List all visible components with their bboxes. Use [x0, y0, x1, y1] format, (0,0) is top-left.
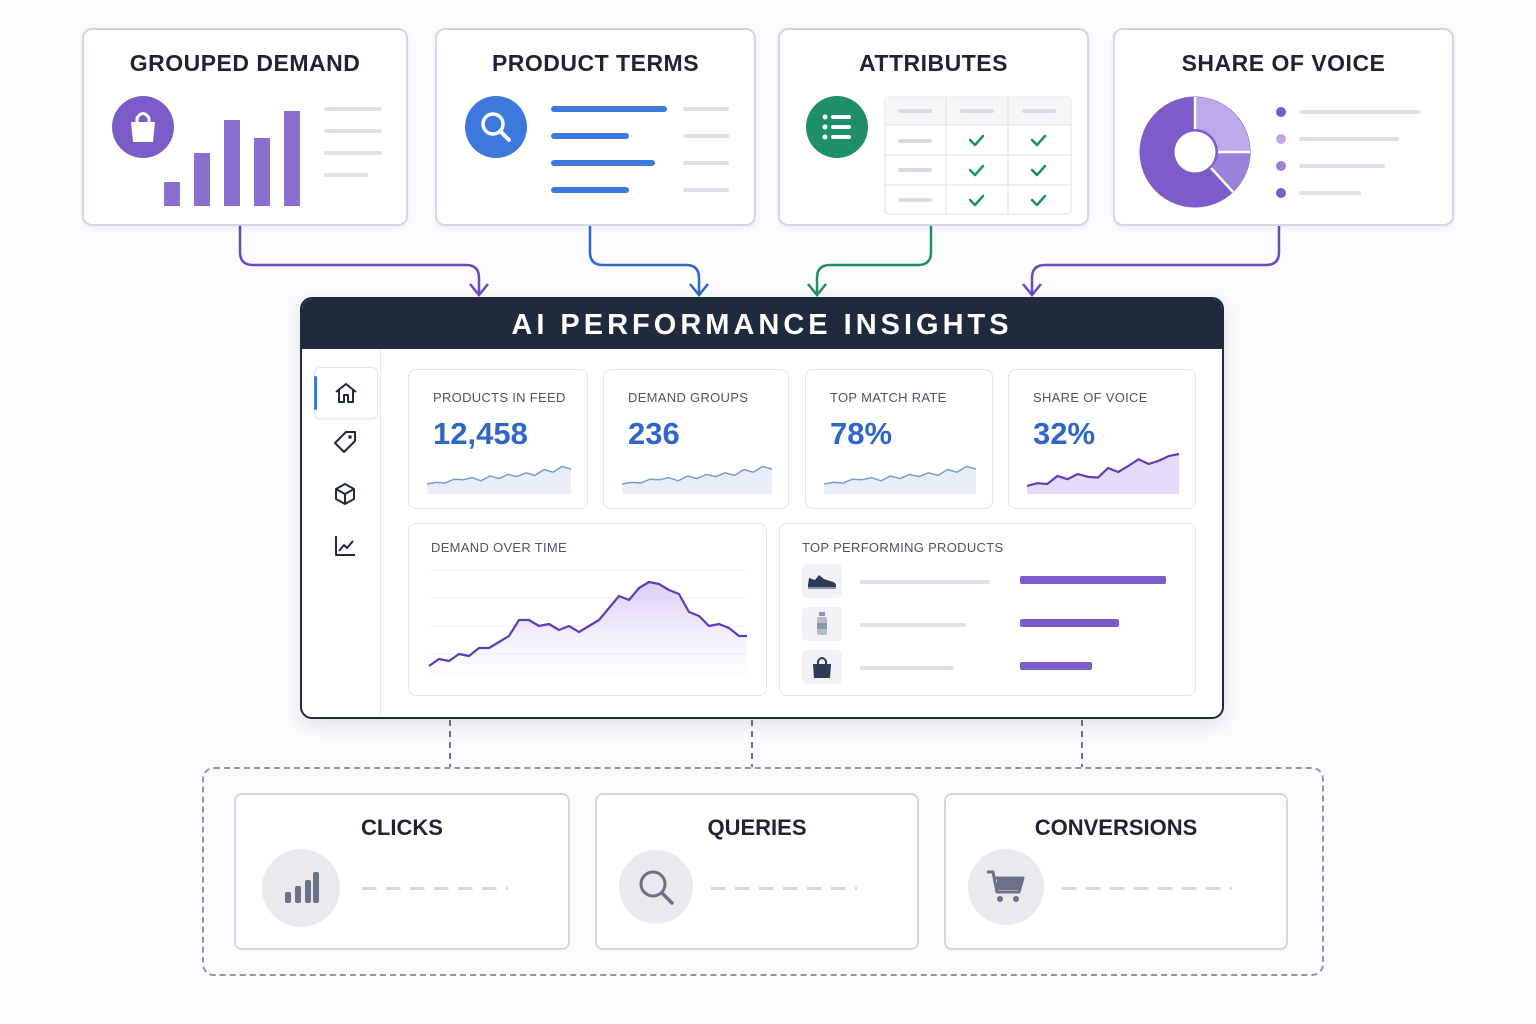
outputs-group: [202, 767, 1324, 976]
product-row-thumb: [802, 564, 842, 598]
donut-chart-icon: [1139, 96, 1251, 208]
kpi-sparkline: [1027, 452, 1179, 494]
card-title: SHARE OF VOICE: [1181, 50, 1386, 76]
grouped-demand-bars: [164, 111, 300, 206]
connector-grouped-demand: [238, 226, 481, 294]
card-title: PRODUCT TERMS: [491, 50, 700, 76]
demand-bar: [284, 111, 300, 206]
kpi-label: PRODUCTS IN FEED: [433, 390, 566, 405]
bar-chart-icon: [262, 849, 340, 927]
kpi-sparkline: [427, 465, 571, 494]
kpi-sparkline: [824, 465, 976, 494]
connector-share-of-voice: [1030, 226, 1281, 294]
nav-tags[interactable]: [314, 417, 376, 467]
clicks-title: CLICKS: [361, 815, 443, 840]
home-icon: [335, 383, 357, 403]
attributes-card: ATTRIBUTES: [778, 28, 1089, 226]
list-icon: [806, 96, 868, 158]
product-bar-track: [1020, 662, 1166, 672]
tag-icon: [334, 431, 356, 453]
top-products-label: TOP PERFORMING PRODUCTS: [802, 540, 1004, 555]
clicks-card: CLICKS: [234, 793, 570, 950]
kpi-card: PRODUCTS IN FEED 12,458: [408, 369, 588, 509]
product-row-thumb: [802, 607, 842, 641]
product-bar-track: [1020, 619, 1166, 629]
conversions-card: CONVERSIONS: [944, 793, 1288, 950]
bag-icon: [813, 657, 831, 678]
panel-title: AI PERFORMANCE INSIGHTS: [511, 309, 1013, 341]
nav-analytics[interactable]: [314, 521, 376, 571]
kpi-card: DEMAND GROUPS 236: [603, 369, 789, 509]
kpi-value: 236: [628, 416, 680, 451]
kpi-label: DEMAND GROUPS: [628, 390, 749, 405]
connector-product-terms: [588, 226, 701, 294]
card-title: GROUPED DEMAND: [129, 50, 361, 76]
share-of-voice-card: SHARE OF VOICE: [1113, 28, 1454, 226]
demand-bar: [164, 182, 180, 206]
grouped-demand-card: GROUPED DEMAND: [82, 28, 408, 226]
sneaker-icon: [808, 575, 836, 589]
demand-bar: [254, 138, 270, 206]
kpi-label: TOP MATCH RATE: [830, 390, 947, 405]
cart-icon: [968, 849, 1044, 925]
kpi-value: 12,458: [433, 416, 528, 451]
search-icon: [619, 850, 693, 924]
demand-bar: [194, 153, 210, 206]
demand-over-time-card: DEMAND OVER TIME: [408, 523, 767, 696]
product-bar-track: [1020, 576, 1166, 586]
shopping-bag-icon: [112, 96, 174, 158]
product-terms-card: PRODUCT TERMS: [435, 28, 756, 226]
product-performance-bar: [1020, 576, 1166, 584]
queries-title: QUERIES: [707, 815, 807, 840]
kpi-card: TOP MATCH RATE 78%: [805, 369, 993, 509]
kpi-value: 32%: [1033, 416, 1096, 451]
nav-products[interactable]: [314, 469, 376, 519]
line-chart-icon: [335, 536, 355, 556]
product-performance-bar: [1020, 662, 1092, 670]
product-performance-bar: [1020, 619, 1120, 627]
conversions-title: CONVERSIONS: [1034, 815, 1198, 840]
kpi-card: SHARE OF VOICE 32%: [1008, 369, 1196, 509]
kpi-label: SHARE OF VOICE: [1033, 390, 1148, 405]
demand-over-time-label: DEMAND OVER TIME: [431, 540, 568, 555]
box-icon: [335, 483, 355, 505]
demand-bar: [224, 120, 240, 206]
ai-performance-insights-panel: AI PERFORMANCE INSIGHTS PRODUCTS IN FEED…: [300, 297, 1224, 719]
share-of-voice-legend: [1276, 107, 1421, 198]
connector-attributes: [815, 226, 933, 294]
search-icon: [465, 96, 527, 158]
queries-card: QUERIES: [595, 793, 919, 950]
kpi-value: 78%: [830, 416, 893, 451]
panel-header: AI PERFORMANCE INSIGHTS: [302, 299, 1222, 349]
sidebar: [302, 349, 381, 717]
attributes-table: [884, 96, 1072, 215]
demand-over-time-chart: [428, 569, 747, 676]
bottle-icon: [817, 612, 827, 635]
card-title: ATTRIBUTES: [859, 50, 1008, 76]
product-row-thumb: [802, 650, 842, 684]
kpi-sparkline: [622, 465, 772, 494]
nav-home[interactable]: [314, 367, 378, 419]
top-performing-products-card: TOP PERFORMING PRODUCTS: [779, 523, 1196, 696]
